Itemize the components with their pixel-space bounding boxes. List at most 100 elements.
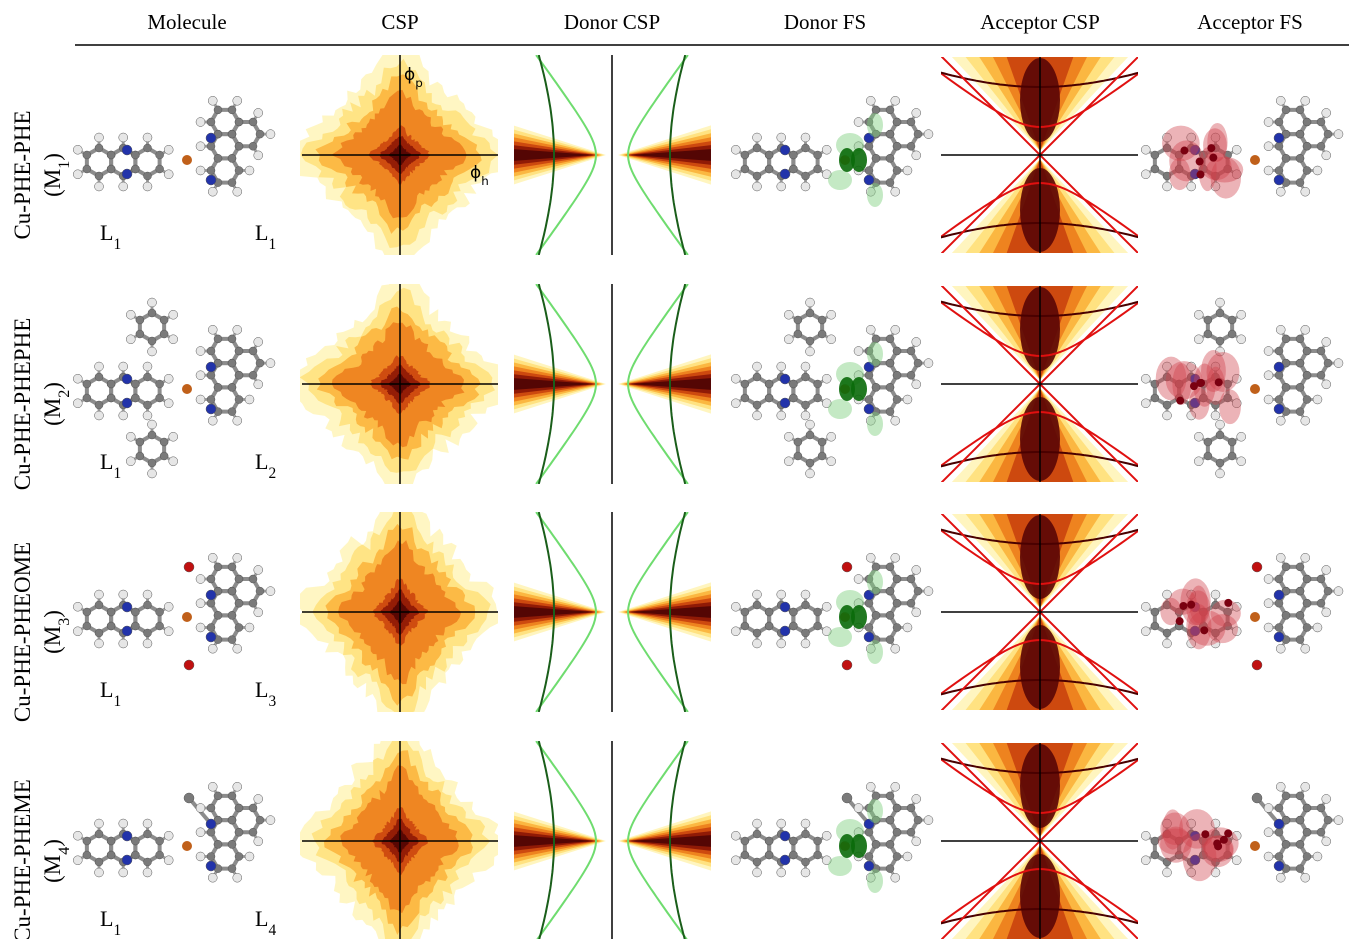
atom (776, 589, 786, 600)
atom (73, 855, 83, 865)
atom (1263, 394, 1274, 405)
atom (853, 574, 864, 584)
ligand-label: L1 (100, 220, 121, 253)
atom (866, 643, 876, 654)
ligand-label-base: L (255, 906, 268, 931)
atom (1162, 181, 1172, 192)
atom (1162, 361, 1172, 372)
atom (1162, 589, 1172, 600)
atom (163, 169, 174, 179)
atom (1186, 181, 1196, 192)
atom (1263, 346, 1274, 356)
atom (121, 373, 133, 385)
atom (1211, 171, 1220, 181)
atom (1274, 166, 1284, 175)
atom (841, 561, 853, 573)
atom (1316, 346, 1326, 356)
atom (1150, 621, 1160, 631)
atom (906, 598, 916, 608)
atom (1300, 782, 1310, 792)
molecule (73, 96, 276, 197)
donor-fs (731, 96, 934, 207)
atom (752, 638, 762, 649)
atom (106, 164, 116, 174)
atom (885, 105, 895, 115)
copper-atom (182, 155, 192, 165)
atom (159, 329, 169, 339)
atom (885, 791, 895, 801)
atom (195, 117, 206, 127)
atom (866, 415, 876, 426)
atom (800, 818, 811, 829)
atom (1274, 598, 1284, 608)
atom (1150, 393, 1160, 403)
atom (1321, 565, 1331, 575)
atom (784, 432, 794, 442)
atom (740, 379, 750, 389)
atom (227, 383, 237, 392)
atom (864, 852, 874, 861)
orbital-core (1224, 598, 1233, 607)
atom (227, 562, 237, 572)
atom (752, 361, 762, 372)
atom (1231, 374, 1242, 384)
atom (1194, 310, 1204, 320)
atom (163, 374, 174, 384)
atom (871, 383, 881, 392)
atom (213, 840, 223, 849)
atom (82, 621, 92, 631)
atom (800, 410, 811, 421)
atom (1274, 827, 1284, 837)
atom (106, 836, 116, 846)
atom (82, 836, 92, 846)
atom (121, 601, 133, 613)
atom (817, 329, 827, 339)
atom (147, 336, 157, 346)
atom (232, 186, 242, 197)
atom (1189, 854, 1201, 866)
atom (764, 850, 774, 860)
atom (155, 379, 164, 389)
atom (1295, 178, 1305, 187)
orbital-core (1175, 617, 1184, 626)
atom (208, 325, 218, 335)
orbital-lobe (1200, 152, 1232, 181)
atom (776, 361, 786, 372)
atom (801, 400, 810, 410)
atom (206, 827, 216, 837)
orbital-lobe (1157, 828, 1193, 855)
orbital-lobe (1203, 128, 1227, 163)
atom (1263, 370, 1274, 380)
atom (94, 372, 104, 382)
atom (1231, 169, 1242, 179)
atom (764, 393, 774, 403)
atom (206, 166, 216, 175)
atom (253, 565, 263, 575)
ligand-label-base: L (255, 220, 268, 245)
atom (779, 625, 791, 637)
atom (789, 150, 798, 160)
atom (121, 830, 133, 842)
donor-csp-panel (514, 55, 711, 255)
orbital-lobe (828, 856, 852, 876)
copper-atom (182, 384, 192, 394)
orbital-lobe (851, 148, 867, 172)
atom (813, 836, 822, 846)
orbital-lobe (828, 399, 852, 419)
atom (813, 164, 822, 174)
row-name: Cu-PHE-PHEOME (10, 542, 35, 722)
atom (1323, 815, 1333, 825)
orbital-lobe (839, 605, 855, 629)
donor-curve (537, 512, 555, 712)
atom (1263, 622, 1274, 633)
atom (1276, 415, 1286, 426)
row-id-after: ) (40, 382, 65, 390)
atom (801, 829, 810, 839)
atom (1141, 855, 1151, 865)
ligand-label: L2 (255, 449, 276, 482)
atom (1263, 803, 1274, 813)
row-name: Cu-PHE-PHEPHE (10, 318, 35, 491)
atom (923, 358, 934, 368)
atom (752, 818, 762, 829)
atom (1199, 850, 1208, 860)
